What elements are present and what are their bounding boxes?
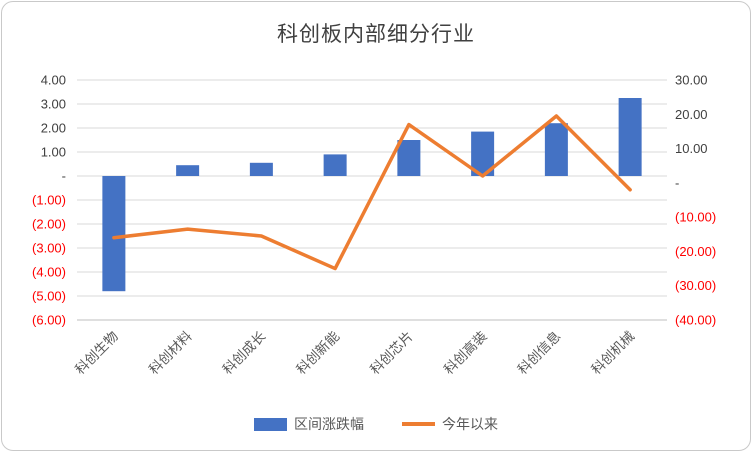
- left-axis-label: 3.00: [41, 97, 66, 112]
- left-axis-label: (2.00): [32, 217, 66, 232]
- legend-item-bar-series[interactable]: 区间涨跌幅: [254, 414, 364, 434]
- line-series[interactable]: [112, 114, 632, 271]
- plot-area: 4.00 3.00 2.00 1.00 - (1.00) (2.00) (3.00) (4.00…: [2, 2, 752, 402]
- category-label: 科创材料: [146, 328, 195, 377]
- category-label: 科创成长: [220, 328, 269, 377]
- left-axis-label: 2.00: [41, 121, 66, 136]
- bar[interactable]: [323, 154, 347, 176]
- left-axis-label: -: [62, 169, 66, 184]
- legend-label-line-series: 今年以来: [442, 416, 498, 432]
- left-axis-label: (6.00): [32, 313, 66, 328]
- bar[interactable]: [618, 98, 642, 176]
- right-axis-label: (30.00): [675, 278, 716, 293]
- right-axis-label: 10.00: [675, 141, 708, 156]
- bar[interactable]: [102, 176, 126, 292]
- bar[interactable]: [471, 131, 495, 176]
- bar[interactable]: [249, 162, 273, 176]
- category-label: 科创芯片: [367, 329, 416, 378]
- left-axis-label: 1.00: [41, 145, 66, 160]
- right-axis-label: (10.00): [675, 210, 716, 225]
- chart-legend: 区间涨跌幅 今年以来: [2, 414, 750, 434]
- bar-series-swatch-icon: [254, 417, 287, 431]
- right-axis-label: (20.00): [675, 244, 716, 259]
- category-label: 科创信息: [514, 328, 563, 377]
- left-axis-label: (4.00): [32, 265, 66, 280]
- left-axis-label: (5.00): [32, 289, 66, 304]
- legend-item-line-series[interactable]: 今年以来: [402, 414, 498, 434]
- right-axis-label: (40.00): [675, 313, 716, 328]
- category-label: 科创新能: [293, 329, 342, 378]
- bar[interactable]: [397, 140, 421, 176]
- category-label: 科创生物: [72, 329, 121, 378]
- line-series-swatch-icon: [402, 422, 435, 426]
- category-label: 科创高装: [440, 328, 489, 377]
- bar[interactable]: [544, 123, 568, 176]
- right-axis-label: 30.00: [675, 73, 708, 88]
- legend-label-bar-series: 区间涨跌幅: [294, 416, 364, 432]
- bar[interactable]: [176, 165, 200, 176]
- left-axis-label: 4.00: [41, 73, 66, 88]
- plot-svg: 4.00 3.00 2.00 1.00 - (1.00) (2.00) (3.00) (4.00…: [32, 73, 716, 378]
- right-axis-label: -: [675, 175, 679, 190]
- right-axis-label: 20.00: [675, 107, 708, 122]
- chart-title: 科创板内部细分行业: [277, 23, 475, 46]
- category-label: 科创机械: [588, 329, 637, 378]
- left-axis-label: (3.00): [32, 241, 66, 256]
- left-axis-label: (1.00): [32, 193, 66, 208]
